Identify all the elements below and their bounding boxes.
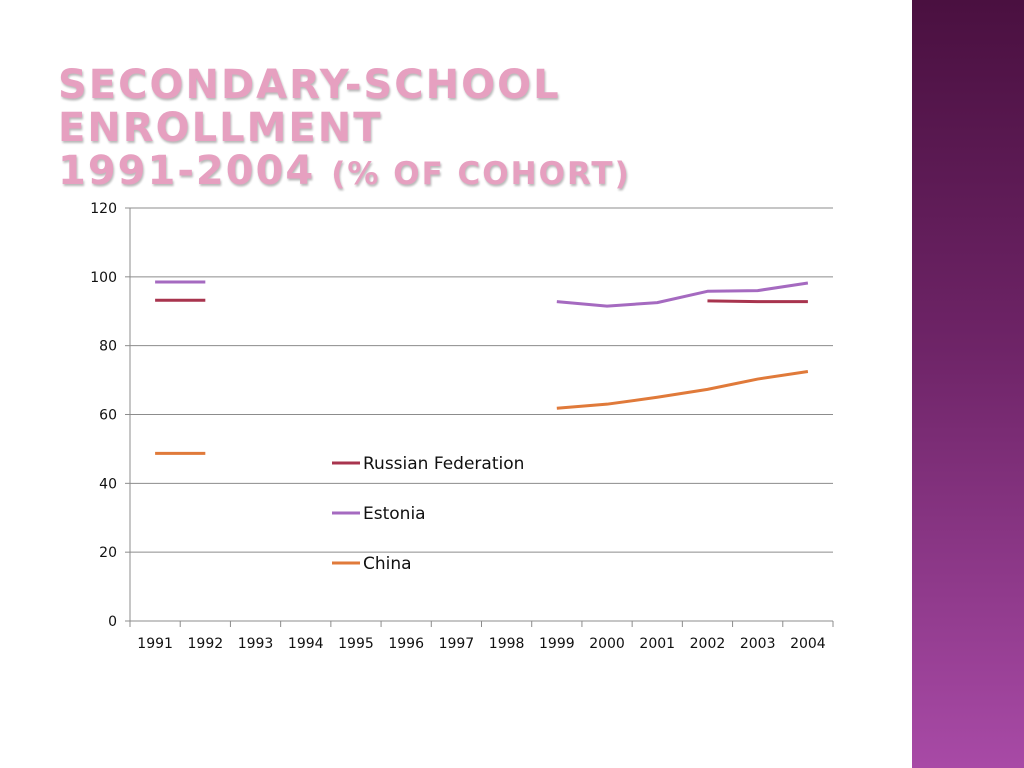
x-tick-label: 2003	[740, 636, 776, 652]
series-line-china	[556, 369, 809, 410]
x-tick-label: 1993	[238, 636, 274, 652]
legend-label-estonia: Estonia	[363, 504, 426, 524]
legend-label-china: China	[363, 554, 412, 574]
x-tick-label: 1998	[489, 636, 525, 652]
x-tick-label: 2004	[790, 636, 826, 652]
y-tick-label: 60	[99, 408, 117, 424]
decorative-side-panel	[912, 0, 1024, 768]
x-tick-label: 1999	[539, 636, 575, 652]
y-tick-label: 40	[99, 476, 117, 492]
y-tick-label: 80	[99, 339, 117, 355]
x-tick-label: 1994	[288, 636, 324, 652]
x-tick-label: 1991	[137, 636, 173, 652]
x-tick-label: 1992	[188, 636, 224, 652]
legend-label-russian-federation: Russian Federation	[363, 454, 524, 474]
series-line-estonia	[556, 281, 809, 308]
x-tick-label: 1997	[439, 636, 475, 652]
title-line-2: 1991-2004 (% OF COHORT)	[58, 150, 898, 193]
x-tick-label: 2001	[639, 636, 675, 652]
y-tick-label: 0	[108, 614, 117, 630]
title-years: 1991-2004	[58, 148, 316, 195]
x-tick-label: 2002	[690, 636, 726, 652]
title-unit: (% OF COHORT)	[331, 156, 631, 193]
y-tick-label: 120	[90, 201, 117, 217]
series-line-russian-federation	[707, 299, 808, 304]
slide-title: SECONDARY-SCHOOL ENROLLMENT 1991-2004 (%…	[58, 62, 898, 194]
x-tick-label: 2000	[589, 636, 625, 652]
y-tick-label: 20	[99, 545, 117, 561]
title-line-1: SECONDARY-SCHOOL ENROLLMENT	[58, 62, 561, 152]
y-tick-label: 100	[90, 270, 117, 286]
x-tick-label: 1995	[338, 636, 374, 652]
x-tick-label: 1996	[388, 636, 424, 652]
